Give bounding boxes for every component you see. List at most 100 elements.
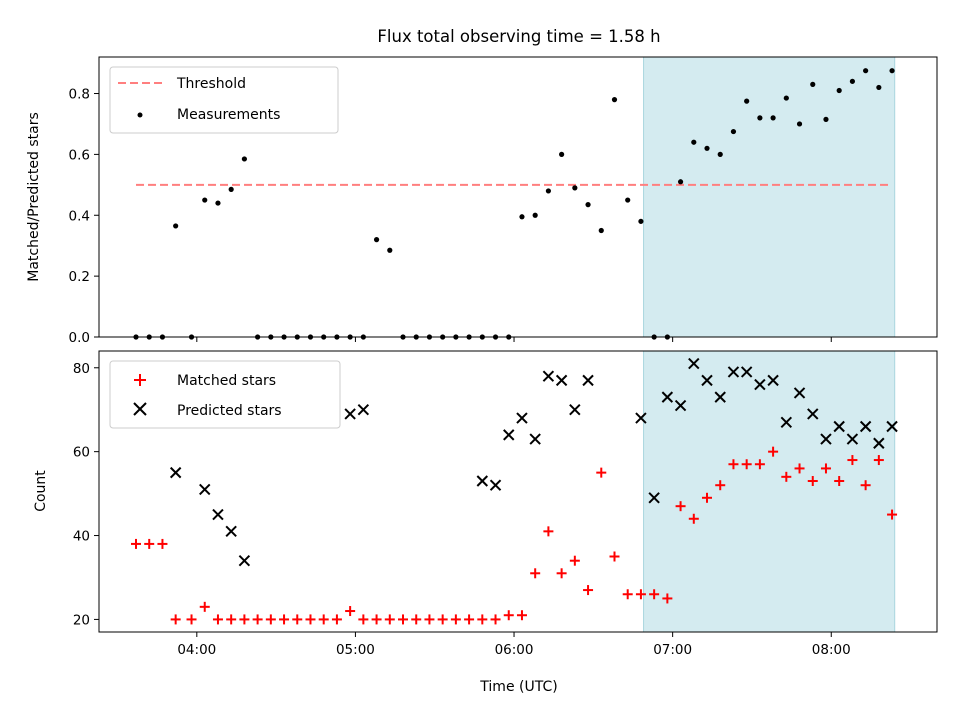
data-point [625, 197, 631, 203]
data-point [730, 128, 737, 135]
data-point-predicted [820, 433, 832, 445]
data-point-predicted [476, 475, 489, 487]
data-point [215, 200, 221, 206]
data-point-matched [768, 446, 779, 457]
data-point-predicted [582, 374, 594, 387]
data-point-predicted [635, 412, 647, 424]
y-tick-label: 0.0 [69, 330, 90, 346]
data-point-predicted [846, 433, 859, 445]
data-point [545, 188, 552, 194]
data-point-predicted [740, 366, 753, 378]
data-point-predicted [344, 408, 356, 420]
data-point-matched [292, 614, 303, 625]
data-point-matched [635, 589, 646, 600]
data-point [611, 97, 618, 103]
y-tick-label: 0.6 [69, 147, 90, 163]
x-ticks-top [196, 337, 832, 342]
data-point-predicted [569, 404, 581, 416]
data-point-matched [450, 614, 461, 625]
data-point-predicted [688, 357, 700, 370]
x-tick-label: 05:00 [336, 642, 375, 658]
data-point [757, 115, 763, 121]
data-point-matched [715, 480, 726, 491]
data-point-matched [226, 614, 237, 625]
y-axis-label-bottom: Count [33, 470, 49, 512]
data-point-matched [424, 614, 435, 625]
data-point-predicted [661, 391, 674, 403]
data-point [387, 247, 393, 253]
data-point-predicted [648, 492, 660, 504]
data-point-predicted [873, 437, 885, 449]
data-point-predicted [357, 404, 370, 416]
data-point [876, 84, 882, 91]
data-point-matched [702, 492, 713, 503]
x-tick-label: 06:00 [495, 642, 534, 658]
data-point-matched [131, 538, 142, 549]
data-point-matched [384, 614, 395, 625]
panel-count: 20 40 60 80 04:00 05:00 06:00 07:00 08:00 Count… [33, 350, 938, 695]
y-ticks-bottom: 20 40 60 80 [73, 361, 99, 628]
legend-matched-label: Matched stars [177, 373, 276, 389]
y-tick-label: 80 [73, 361, 90, 377]
panel-ratio: 0.00.20.40.60.8 Matched/Predicted stars … [26, 56, 938, 346]
data-point-matched [741, 459, 752, 470]
data-point-matched [157, 538, 168, 549]
legend-bottom: Matched stars Predicted stars [109, 360, 341, 429]
data-point-matched [345, 606, 356, 617]
data-point-predicted [169, 466, 182, 479]
data-point [810, 81, 816, 87]
data-point-predicted [780, 416, 793, 429]
data-point-matched [490, 614, 501, 625]
data-point-matched [794, 463, 805, 474]
data-point-matched [371, 614, 382, 625]
axes-frame-bottom [98, 350, 938, 633]
data-point [228, 186, 234, 192]
x-tick-label: 04:00 [177, 642, 216, 658]
data-point [173, 223, 179, 229]
data-point-predicted [516, 412, 528, 424]
data-point-predicted [212, 508, 224, 521]
data-point-predicted [542, 370, 555, 382]
y-axis-label-top: Matched/Predicted stars [26, 112, 42, 282]
data-point-matched [688, 513, 699, 524]
data-point-matched [820, 463, 831, 474]
data-point-predicted [754, 378, 766, 391]
data-point-predicted [767, 374, 779, 387]
data-point-matched [834, 476, 845, 487]
data-point-matched [437, 614, 448, 625]
chart-title: Flux total observing time = 1.58 h [377, 27, 660, 46]
data-point-matched [252, 614, 263, 625]
data-point-predicted [859, 420, 872, 433]
data-point [677, 179, 684, 185]
data-point [783, 95, 789, 101]
data-point [704, 145, 710, 151]
data-point-predicted [833, 420, 845, 433]
data-point-matched [503, 610, 514, 621]
legend-frame-top [109, 66, 339, 134]
data-point [770, 115, 776, 121]
data-point-matched [516, 610, 527, 621]
data-point-matched [873, 455, 884, 466]
data-point-matched [728, 459, 739, 470]
data-point-matched [543, 526, 554, 537]
data-point [823, 116, 829, 122]
y-ticks-top: 0.0 0.2 0.4 0.6 0.8 [69, 87, 99, 346]
legend-frame-bottom [109, 360, 341, 429]
y-tick-label: 40 [73, 529, 90, 545]
data-point-matched [358, 614, 369, 625]
data-point-matched [464, 614, 475, 625]
data-point [373, 237, 380, 243]
data-point-matched [411, 614, 422, 625]
x-tick-label: 08:00 [812, 642, 851, 658]
data-point [202, 197, 208, 203]
data-point [572, 185, 578, 191]
data-point-matched [754, 459, 765, 470]
count-marks [131, 357, 898, 625]
data-point-matched [170, 614, 181, 625]
data-point-matched [649, 589, 660, 600]
y-tick-label: 0.8 [69, 87, 90, 103]
y-tick-label: 0.4 [69, 208, 90, 224]
y-tick-label: 0.2 [69, 269, 90, 285]
data-point-predicted [529, 433, 541, 445]
data-point [863, 68, 869, 74]
